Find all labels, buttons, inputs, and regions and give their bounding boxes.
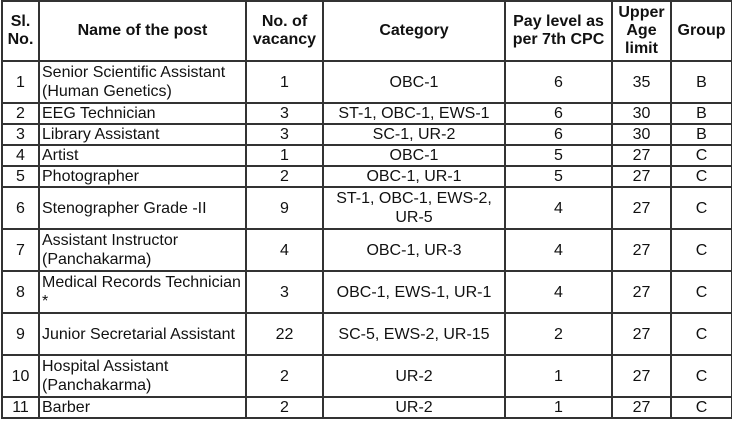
age-limit-cell: 27 (611, 354, 672, 398)
vacancy-cell: 22 (245, 312, 324, 356)
group-cell: C (670, 396, 732, 419)
post-name-cell: Senior Scientific Assistant (Human Genet… (38, 60, 247, 104)
sl-no-cell: 2 (1, 102, 40, 125)
group-cell: B (670, 60, 732, 104)
sl-no-cell: 8 (1, 270, 40, 314)
age-limit-cell: 27 (611, 396, 672, 419)
category-cell: OBC-1, EWS-1, UR-1 (322, 270, 506, 314)
pay-level-cell: 6 (504, 123, 613, 146)
group-cell: C (670, 186, 732, 230)
header-age-limit: Upper Age limit (611, 0, 672, 62)
table-row: 10 Hospital Assistant (Panchakarma) 2 UR-2 1… (1, 354, 732, 398)
age-limit-cell: 27 (611, 186, 672, 230)
age-limit-cell: 30 (611, 102, 672, 125)
post-name-cell: Photographer (38, 165, 247, 188)
age-limit-cell: 27 (611, 165, 672, 188)
table-row: 3 Library Assistant 3 SC-1, UR-2 6 30 B (1, 123, 732, 146)
group-cell: C (670, 312, 732, 356)
group-cell: C (670, 144, 732, 167)
category-cell: SC-5, EWS-2, UR-15 (322, 312, 506, 356)
age-limit-cell: 27 (611, 270, 672, 314)
post-name-cell: Hospital Assistant (Panchakarma) (38, 354, 247, 398)
post-name-cell: Stenographer Grade -II (38, 186, 247, 230)
table-row: 7 Assistant Instructor (Panchakarma) 4 OBC-… (1, 228, 732, 272)
pay-level-cell: 2 (504, 312, 613, 356)
post-name-cell: Artist (38, 144, 247, 167)
pay-level-cell: 6 (504, 60, 613, 104)
vacancy-cell: 9 (245, 186, 324, 230)
table-row: 8 Medical Records Technician * 3 OBC-1, EWS… (1, 270, 732, 314)
post-name-cell: Junior Secretarial Assistant (38, 312, 247, 356)
category-cell: ST-1, OBC-1, EWS-1 (322, 102, 506, 125)
age-limit-cell: 27 (611, 312, 672, 356)
vacancy-cell: 1 (245, 144, 324, 167)
post-name-cell: Medical Records Technician * (38, 270, 247, 314)
group-cell: B (670, 123, 732, 146)
header-sl-no: Sl. No. (1, 0, 40, 62)
vacancy-cell: 2 (245, 165, 324, 188)
header-post-name: Name of the post (38, 0, 247, 62)
pay-level-cell: 4 (504, 270, 613, 314)
category-cell: SC-1, UR-2 (322, 123, 506, 146)
pay-level-cell: 4 (504, 228, 613, 272)
age-limit-cell: 30 (611, 123, 672, 146)
pay-level-cell: 6 (504, 102, 613, 125)
sl-no-cell: 6 (1, 186, 40, 230)
header-vacancy: No. of vacancy (245, 0, 324, 62)
post-name-cell: Assistant Instructor (Panchakarma) (38, 228, 247, 272)
category-cell: OBC-1 (322, 144, 506, 167)
age-limit-cell: 27 (611, 228, 672, 272)
pay-level-cell: 4 (504, 186, 613, 230)
vacancy-table: Sl. No. Name of the post No. of vacancy … (1, 0, 732, 419)
category-cell: UR-2 (322, 396, 506, 419)
group-cell: C (670, 354, 732, 398)
pay-level-cell: 5 (504, 165, 613, 188)
sl-no-cell: 4 (1, 144, 40, 167)
vacancy-cell: 2 (245, 354, 324, 398)
vacancy-cell: 1 (245, 60, 324, 104)
group-cell: C (670, 165, 732, 188)
category-cell: OBC-1 (322, 60, 506, 104)
table-row: 11 Barber 2 UR-2 1 27 C (1, 396, 732, 419)
group-cell: B (670, 102, 732, 125)
post-name-cell: EEG Technician (38, 102, 247, 125)
pay-level-cell: 1 (504, 396, 613, 419)
header-group: Group (670, 0, 732, 62)
post-name-cell: Barber (38, 396, 247, 419)
sl-no-cell: 9 (1, 312, 40, 356)
category-cell: OBC-1, UR-1 (322, 165, 506, 188)
vacancy-cell: 2 (245, 396, 324, 419)
sl-no-cell: 1 (1, 60, 40, 104)
pay-level-cell: 1 (504, 354, 613, 398)
sl-no-cell: 7 (1, 228, 40, 272)
sl-no-cell: 10 (1, 354, 40, 398)
vacancy-cell: 3 (245, 123, 324, 146)
header-row: Sl. No. Name of the post No. of vacancy … (1, 0, 732, 62)
post-name-cell: Library Assistant (38, 123, 247, 146)
table-row: 9 Junior Secretarial Assistant 22 SC-5, EWS… (1, 312, 732, 356)
age-limit-cell: 27 (611, 144, 672, 167)
table-row: 2 EEG Technician 3 ST-1, OBC-1, EWS-1 6 30 B (1, 102, 732, 125)
category-cell: UR-2 (322, 354, 506, 398)
table-row: 6 Stenographer Grade -II 9 ST-1, OBC-1, EWS… (1, 186, 732, 230)
vacancy-cell: 3 (245, 270, 324, 314)
category-cell: ST-1, OBC-1, EWS-2, UR-5 (322, 186, 506, 230)
sl-no-cell: 5 (1, 165, 40, 188)
group-cell: C (670, 270, 732, 314)
sl-no-cell: 11 (1, 396, 40, 419)
age-limit-cell: 35 (611, 60, 672, 104)
vacancy-cell: 4 (245, 228, 324, 272)
category-cell: OBC-1, UR-3 (322, 228, 506, 272)
pay-level-cell: 5 (504, 144, 613, 167)
sl-no-cell: 3 (1, 123, 40, 146)
header-category: Category (322, 0, 506, 62)
table-row: 1 Senior Scientific Assistant (Human Gene… (1, 60, 732, 104)
table-row: 5 Photographer 2 OBC-1, UR-1 5 27 C (1, 165, 732, 188)
vacancy-cell: 3 (245, 102, 324, 125)
table-row: 4 Artist 1 OBC-1 5 27 C (1, 144, 732, 167)
group-cell: C (670, 228, 732, 272)
header-pay-level: Pay level as per 7th CPC (504, 0, 613, 62)
